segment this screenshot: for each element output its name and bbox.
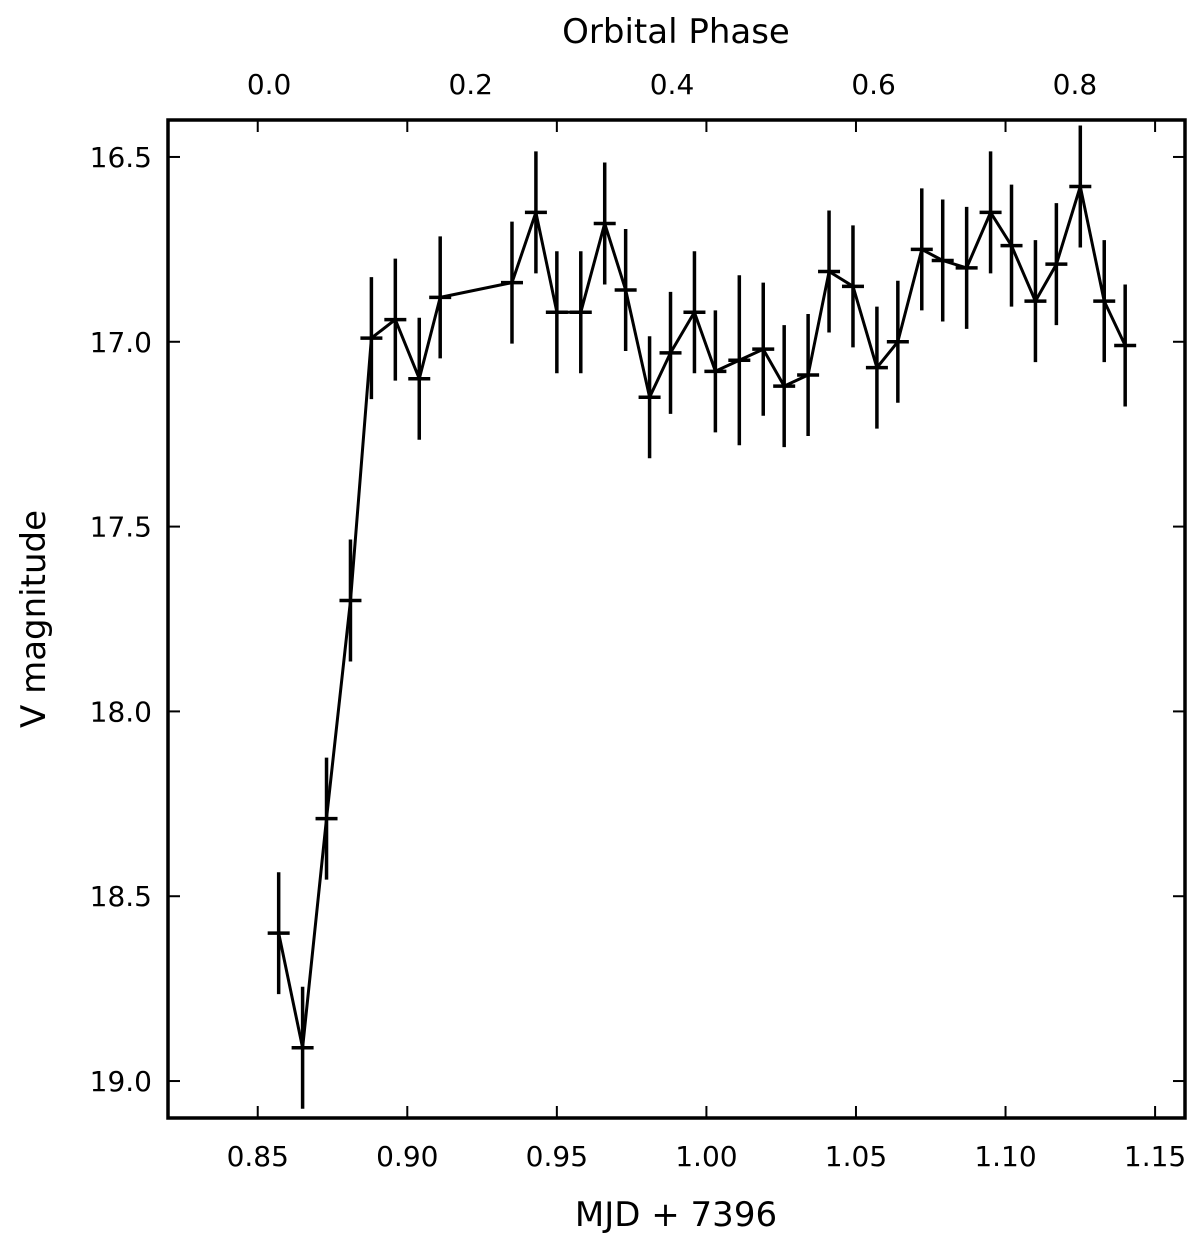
x-tick-label: 1.05 xyxy=(825,1140,887,1173)
x-tick-label: 0.90 xyxy=(376,1140,438,1173)
plot-frame xyxy=(166,118,1187,1120)
series-line xyxy=(277,185,1127,1050)
top-axis: 0.0 0.2 0.4 0.6 0.8 xyxy=(247,68,1097,101)
y-tick-label: 18.0 xyxy=(90,695,152,728)
x-axis-title: MJD + 7396 xyxy=(575,1195,777,1235)
top-axis-title: Orbital Phase xyxy=(562,12,790,52)
left-axis: 16.5 17.0 17.5 18.0 18.5 19.0 xyxy=(90,141,1185,1098)
y-tick-label: 17.0 xyxy=(90,326,152,359)
top-tick-label: 0.6 xyxy=(851,68,896,101)
x-tick-label: 1.15 xyxy=(1124,1140,1186,1173)
top-tick-label: 0.0 xyxy=(247,68,292,101)
data-marks xyxy=(267,125,1137,1109)
top-tick-label: 0.2 xyxy=(448,68,493,101)
y-tick-label: 17.5 xyxy=(90,511,152,544)
top-tick-label: 0.4 xyxy=(650,68,695,101)
bottom-axis: 0.85 0.90 0.95 1.00 1.05 1.10 1.15 xyxy=(227,120,1186,1173)
y-tick-label: 19.0 xyxy=(90,1065,152,1098)
y-axis-title: V magnitude xyxy=(14,510,54,728)
x-tick-label: 0.95 xyxy=(526,1140,588,1173)
x-tick-label: 0.85 xyxy=(227,1140,289,1173)
y-tick-label: 18.5 xyxy=(90,880,152,913)
top-tick-label: 0.8 xyxy=(1053,68,1098,101)
x-tick-label: 1.10 xyxy=(974,1140,1036,1173)
x-tick-label: 1.00 xyxy=(675,1140,737,1173)
y-tick-label: 16.5 xyxy=(90,141,152,174)
